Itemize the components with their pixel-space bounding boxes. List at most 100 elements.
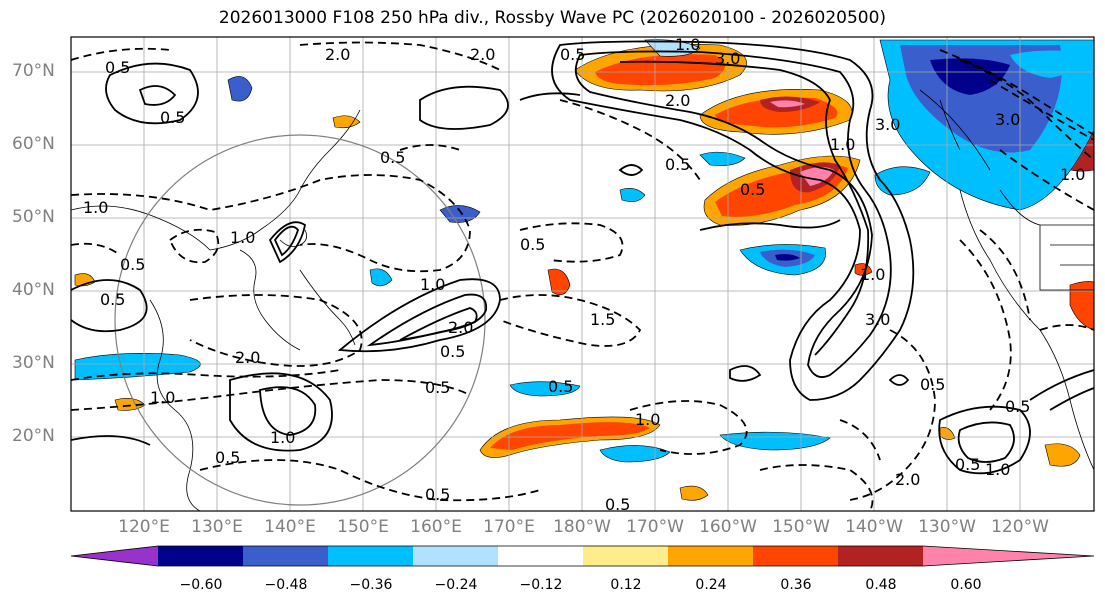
negative-contours	[71, 41, 1094, 511]
contour-label: 1.0	[230, 228, 255, 247]
positive-div-patch	[939, 427, 956, 440]
positive-div-patch	[547, 268, 571, 296]
colorbar-tick: −0.48	[264, 577, 308, 593]
lon-label-170w: 170°W	[626, 517, 684, 537]
colorbar-bin	[838, 546, 923, 566]
reference-circle	[114, 134, 486, 506]
positive-div-patch	[854, 263, 873, 276]
contour-label: 2.0	[448, 318, 473, 337]
colorbar-bin	[243, 546, 328, 566]
lon-label-130w: 130°W	[918, 517, 976, 537]
contour-label: 0.5	[425, 378, 450, 397]
lat-label-40n: 40°N	[12, 280, 55, 300]
colorbar-tick: −0.12	[519, 577, 563, 593]
positive-div-patch	[332, 115, 361, 129]
lon-label-160w: 160°W	[699, 517, 757, 537]
colorbar	[70, 545, 1095, 567]
contour-labels: 0.5 0.5 1.0 2.0 0.5 1.0 3.0 2.0 0.5 3.0 …	[83, 35, 1085, 514]
colorbar-bin	[498, 546, 583, 566]
contour-label: 1.0	[635, 410, 660, 429]
contour-label: 1.0	[860, 265, 885, 284]
positive-div-patch	[490, 422, 650, 450]
positive-contours	[71, 40, 1094, 475]
contour-label: 0.5	[215, 448, 240, 467]
negative-div-patch	[775, 254, 800, 261]
lat-label-20n: 20°N	[12, 426, 55, 446]
colorbar-tick: 0.12	[610, 577, 642, 593]
lon-label-150e: 150°E	[337, 517, 389, 537]
colorbar-bin	[158, 546, 243, 566]
contour-label: 2.0	[665, 91, 690, 110]
colorbar-tick: −0.60	[179, 577, 223, 593]
contour-label: 0.5	[548, 377, 573, 396]
colorbar-tick: 0.24	[695, 577, 727, 593]
contour-label: 1.5	[590, 310, 615, 329]
negative-div-patch	[699, 151, 746, 166]
contour-label: 2.0	[470, 45, 495, 64]
positive-div-patch	[679, 485, 709, 501]
colorbar-tick: 0.60	[950, 577, 982, 593]
contour-label: 0.5	[560, 45, 585, 64]
positive-div-patch	[1069, 281, 1094, 331]
contour-label: 0.5	[665, 155, 690, 174]
contour-label: 3.0	[875, 115, 900, 134]
contour-label: 1.0	[420, 275, 445, 294]
contour-label: 0.5	[120, 255, 145, 274]
lon-label-120w: 120°W	[991, 517, 1049, 537]
lon-label-140e: 140°E	[264, 517, 316, 537]
contour-label: 0.5	[100, 290, 125, 309]
contour-label: 0.5	[920, 375, 945, 394]
map-title: 2026013000 F108 250 hPa div., Rossby Wav…	[218, 8, 887, 28]
contour-label: 1.0	[150, 388, 175, 407]
colorbar-tick: 0.36	[780, 577, 812, 593]
lat-label-50n: 50°N	[12, 207, 55, 227]
contour-label: 0.5	[955, 455, 980, 474]
lat-label-70n: 70°N	[12, 61, 55, 81]
lon-label-170e: 170°E	[483, 517, 535, 537]
map-frame	[70, 36, 1095, 512]
contour-label: 1.0	[830, 135, 855, 154]
colorbar-extend-high	[923, 546, 1094, 566]
contour-label: 0.5	[520, 235, 545, 254]
colorbar-bin	[753, 546, 838, 566]
colorbar-bin	[668, 546, 753, 566]
contour-label: 0.5	[605, 495, 630, 514]
contour-label: 2.0	[895, 470, 920, 489]
contour-label: 2.0	[325, 45, 350, 64]
negative-div-patch	[930, 58, 1010, 95]
contour-label: 1.0	[83, 198, 108, 217]
lat-label-60n: 60°N	[12, 134, 55, 154]
contour-label: 0.5	[105, 58, 130, 77]
colorbar-bin	[328, 546, 413, 566]
lat-label-30n: 30°N	[12, 353, 55, 373]
positive-div-patch	[770, 100, 805, 108]
contour-label: 1.0	[675, 35, 700, 54]
positive-div-patch	[1044, 443, 1081, 467]
graticule	[71, 37, 1094, 511]
negative-div-patch	[619, 188, 646, 202]
lon-label-140w: 140°W	[845, 517, 903, 537]
contour-label: 1.0	[985, 460, 1010, 479]
contour-label: 2.0	[235, 348, 260, 367]
contour-label: 0.5	[160, 108, 185, 127]
contour-label: 1.0	[270, 428, 295, 447]
negative-div-patch	[509, 381, 581, 397]
negative-div-patch	[874, 166, 931, 196]
lon-label-120e: 120°E	[118, 517, 170, 537]
contour-label: 0.5	[1005, 397, 1030, 416]
colorbar-bin	[583, 546, 668, 566]
contour-label: 0.5	[425, 485, 450, 504]
shaded-divergence	[74, 39, 1094, 501]
contour-label: 0.5	[380, 148, 405, 167]
negative-div-patch	[369, 268, 393, 287]
contour-label: 3.0	[715, 49, 740, 68]
colorbar-tick: −0.36	[349, 577, 393, 593]
lon-label-180w: 180°W	[553, 517, 611, 537]
contour-label: 3.0	[865, 310, 890, 329]
contour-label: 3.0	[995, 110, 1020, 129]
negative-div-patch	[599, 445, 671, 463]
colorbar-extend-low	[71, 546, 158, 566]
lon-label-160e: 160°E	[410, 517, 462, 537]
negative-div-patch	[227, 76, 253, 102]
